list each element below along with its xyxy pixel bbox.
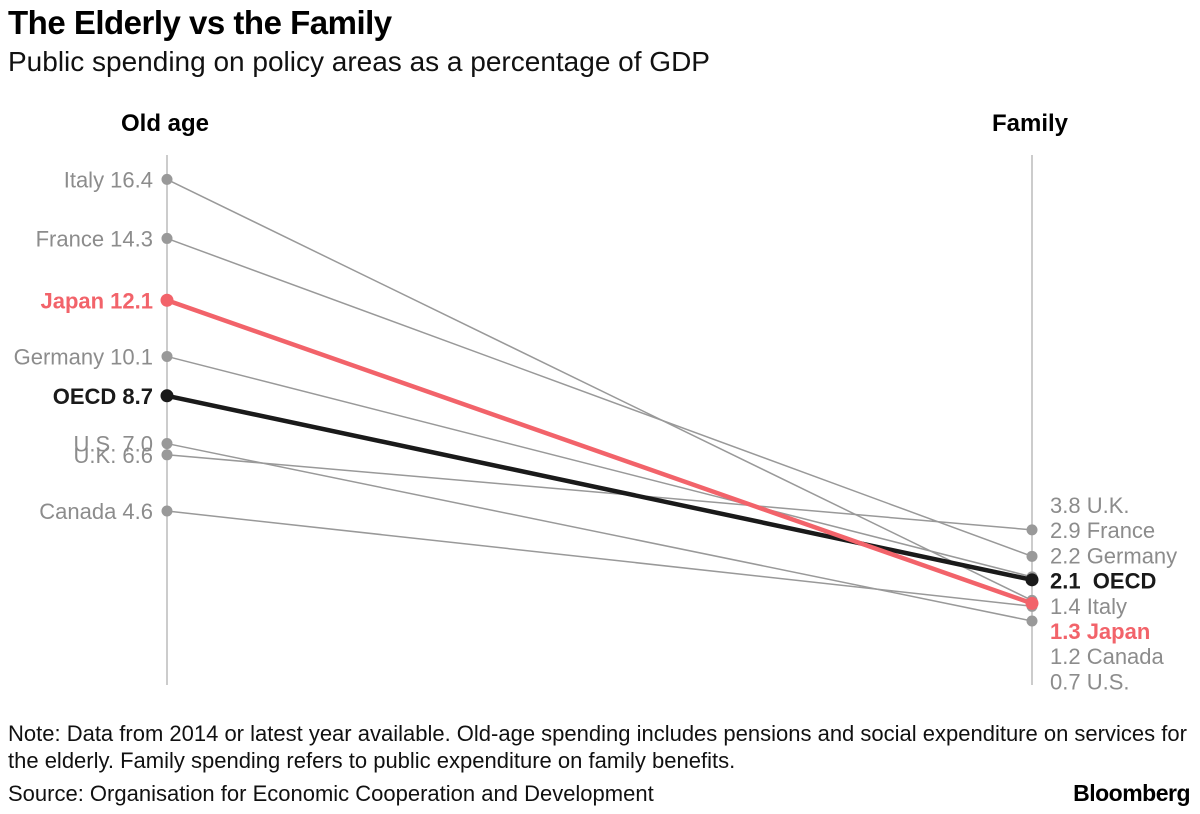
right-label-u-k: 3.8 U.K. xyxy=(1050,493,1129,518)
left-point-italy xyxy=(161,173,173,185)
left-point-japan xyxy=(160,293,174,307)
series-line-germany xyxy=(166,355,1033,578)
right-label-japan: 1.3 Japan xyxy=(1050,619,1150,644)
bloomberg-logo: Bloomberg xyxy=(1073,780,1190,806)
left-label-germany: Germany 10.1 xyxy=(14,344,153,369)
chart-note: Note: Data from 2014 or latest year avai… xyxy=(8,721,1187,773)
chart-source: Source: Organisation for Economic Cooper… xyxy=(8,781,654,806)
left-axis-label: Old age xyxy=(121,110,210,137)
chart-title: The Elderly vs the Family xyxy=(8,4,392,41)
series-line-canada xyxy=(166,510,1033,608)
right-label-italy: 1.4 Italy xyxy=(1050,594,1127,619)
right-label-canada: 1.2 Canada xyxy=(1050,644,1165,669)
left-point-oecd xyxy=(160,389,174,403)
left-point-germany xyxy=(161,350,173,362)
right-point-japan xyxy=(1025,596,1039,610)
left-label-u-k: U.K. 6.6 xyxy=(74,443,153,468)
left-label-canada: Canada 4.6 xyxy=(39,499,153,524)
right-point-u-s xyxy=(1026,615,1038,627)
right-point-oecd xyxy=(1025,573,1039,587)
chart-subtitle: Public spending on policy areas as a per… xyxy=(8,46,710,77)
right-label-u-s: 0.7 U.S. xyxy=(1050,669,1129,694)
series-line-u-k xyxy=(166,454,1033,531)
right-axis-label: Family xyxy=(992,110,1069,137)
slope-chart: Italy 16.4 France 14.3 Japan 12.1 Germany 1… xyxy=(14,155,1177,694)
right-label-oecd: 2.1 OECD xyxy=(1050,569,1156,594)
series-line-italy xyxy=(166,178,1033,602)
left-label-japan: Japan 12.1 xyxy=(40,288,153,313)
right-point-france xyxy=(1026,550,1038,562)
right-point-u-k xyxy=(1026,524,1038,536)
series-line-u-s xyxy=(166,442,1033,622)
left-point-u-s xyxy=(161,438,173,450)
left-label-oecd: OECD 8.7 xyxy=(53,384,153,409)
left-point-u-k xyxy=(161,449,173,461)
series-line-oecd xyxy=(164,393,1035,583)
series-line-japan xyxy=(164,298,1035,606)
right-label-france: 2.9 France xyxy=(1050,518,1155,543)
left-point-canada xyxy=(161,505,173,517)
left-label-u-s: U.S. 7.0 xyxy=(74,432,153,457)
series-line-france xyxy=(166,237,1033,558)
left-point-france xyxy=(161,232,173,244)
left-label-france: France 14.3 xyxy=(36,226,153,251)
left-label-italy: Italy 16.4 xyxy=(64,167,153,192)
right-label-germany: 2.2 Germany xyxy=(1050,543,1177,568)
